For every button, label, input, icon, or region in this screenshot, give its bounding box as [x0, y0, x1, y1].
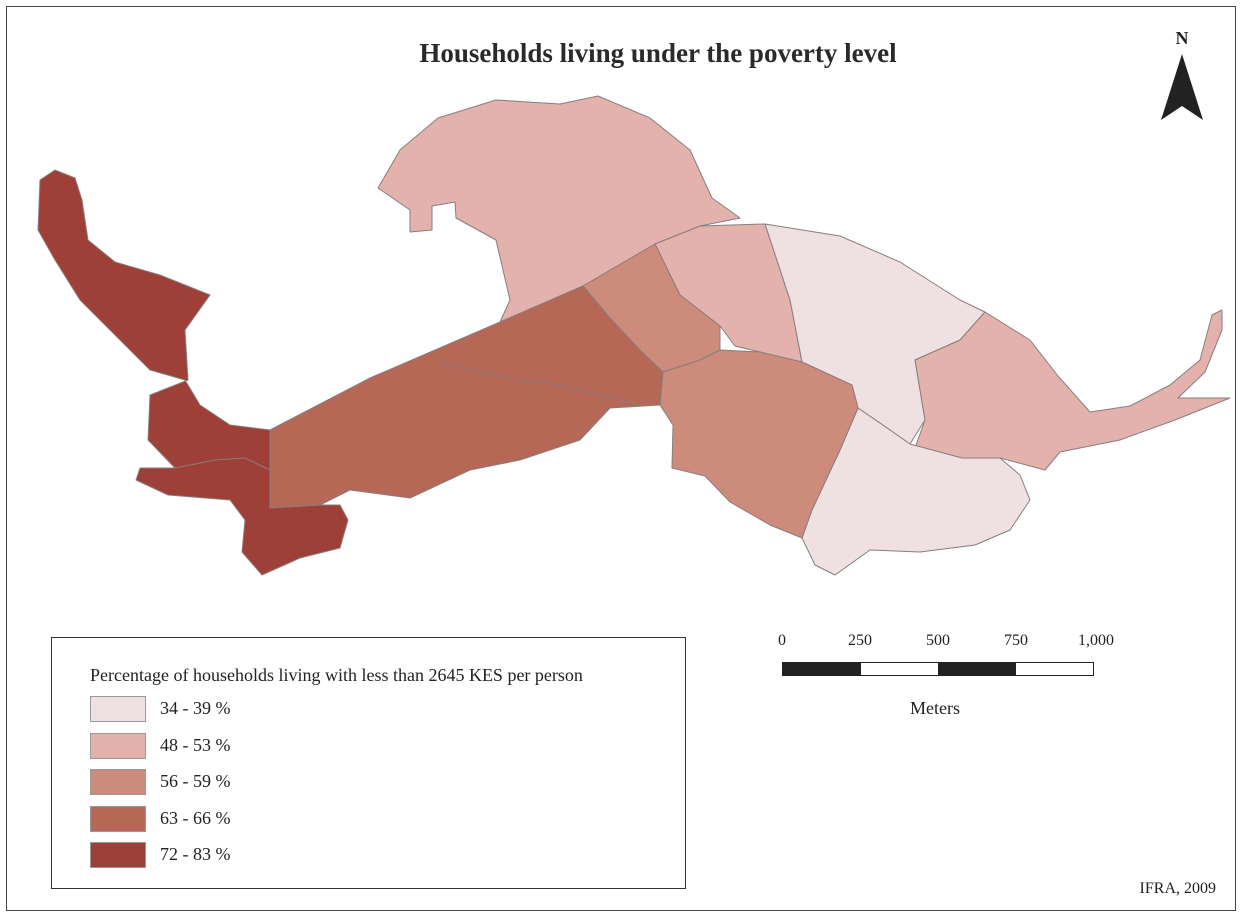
map-region-west [37, 169, 349, 576]
legend-title: Percentage of households living with les… [90, 665, 583, 685]
legend-swatch [90, 806, 146, 832]
legend: Percentage of households living with les… [51, 637, 686, 889]
scale-unit: Meters [910, 698, 960, 718]
legend-swatch [90, 733, 146, 759]
legend-swatch [90, 769, 146, 795]
north-label: N [1175, 28, 1189, 48]
scale-segment [1015, 663, 1093, 675]
scale-tick: 1,000 [1078, 632, 1114, 649]
legend-label: 72 - 83 % [160, 844, 231, 864]
north-arrow-icon [1161, 54, 1203, 120]
scale-segment [783, 663, 861, 675]
legend-label: 48 - 53 % [160, 735, 231, 755]
scale-tick: 0 [778, 632, 786, 649]
map-region-central-strip [269, 285, 664, 509]
scale-tick: 750 [1004, 632, 1028, 649]
legend-label: 63 - 66 % [160, 808, 231, 828]
scale-segment [938, 663, 1016, 675]
scale-bar-track [782, 662, 1094, 676]
legend-swatch [90, 696, 146, 722]
scale-segment [860, 663, 938, 675]
map-title: Households living under the poverty leve… [419, 38, 897, 68]
legend-label: 56 - 59 % [160, 771, 231, 791]
scale-bar: 0 250 500 750 1,000 Meters [770, 632, 1130, 722]
legend-swatch [90, 842, 146, 868]
map-credit: IFRA, 2009 [1139, 880, 1216, 897]
scale-tick: 250 [848, 632, 872, 649]
map-region-far-east [914, 309, 1231, 471]
legend-label: 34 - 39 % [160, 698, 231, 718]
scale-tick: 500 [926, 632, 950, 649]
map-frame [6, 6, 1236, 911]
